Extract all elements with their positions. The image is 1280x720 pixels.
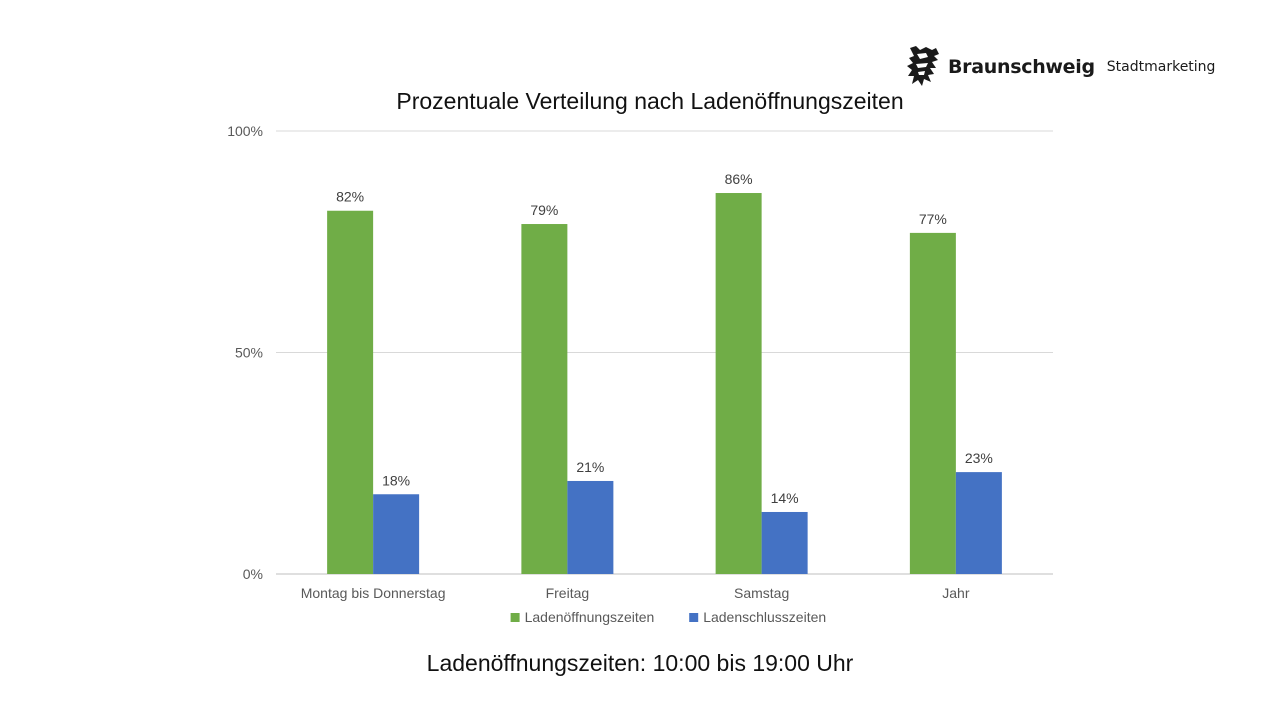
bar-closed xyxy=(761,511,808,574)
legend-label: Ladenöffnungszeiten xyxy=(525,609,655,625)
legend-swatch xyxy=(689,613,699,622)
x-tick-label: Jahr xyxy=(942,585,970,601)
brand-name: Braunschweig xyxy=(948,56,1095,78)
data-label: 79% xyxy=(530,202,558,218)
bar-open xyxy=(327,210,374,575)
bar-closed xyxy=(955,472,1002,574)
legend-swatch xyxy=(510,613,520,622)
data-label: 23% xyxy=(965,450,993,466)
y-tick-label: 0% xyxy=(243,566,263,582)
data-label: 14% xyxy=(771,490,799,506)
legend-label: Ladenschlusszeiten xyxy=(703,609,826,625)
x-tick-label: Freitag xyxy=(546,585,590,601)
x-tick-label: Samstag xyxy=(734,585,789,601)
bar-closed xyxy=(373,494,420,574)
y-tick-label: 100% xyxy=(227,123,263,139)
bar-closed xyxy=(567,480,614,574)
lion-icon xyxy=(907,46,939,86)
chart-title: Prozentuale Verteilung nach Ladenöffnung… xyxy=(396,88,904,114)
data-label: 18% xyxy=(382,472,410,488)
data-label: 86% xyxy=(725,171,753,187)
data-label: 77% xyxy=(919,211,947,227)
brand-subtitle: Stadtmarketing xyxy=(1106,59,1216,75)
data-label: 21% xyxy=(576,459,604,475)
y-tick-label: 50% xyxy=(235,345,263,361)
data-label: 82% xyxy=(336,189,364,205)
bar-open xyxy=(909,232,956,574)
brand-logo: Braunschweig Stadtmarketing xyxy=(906,44,1215,90)
opening-hours-note: Ladenöffnungszeiten: 10:00 bis 19:00 Uhr xyxy=(426,650,854,676)
x-tick-label: Montag bis Donnerstag xyxy=(301,585,446,601)
bar-open xyxy=(521,224,568,574)
bar-open xyxy=(715,193,762,574)
